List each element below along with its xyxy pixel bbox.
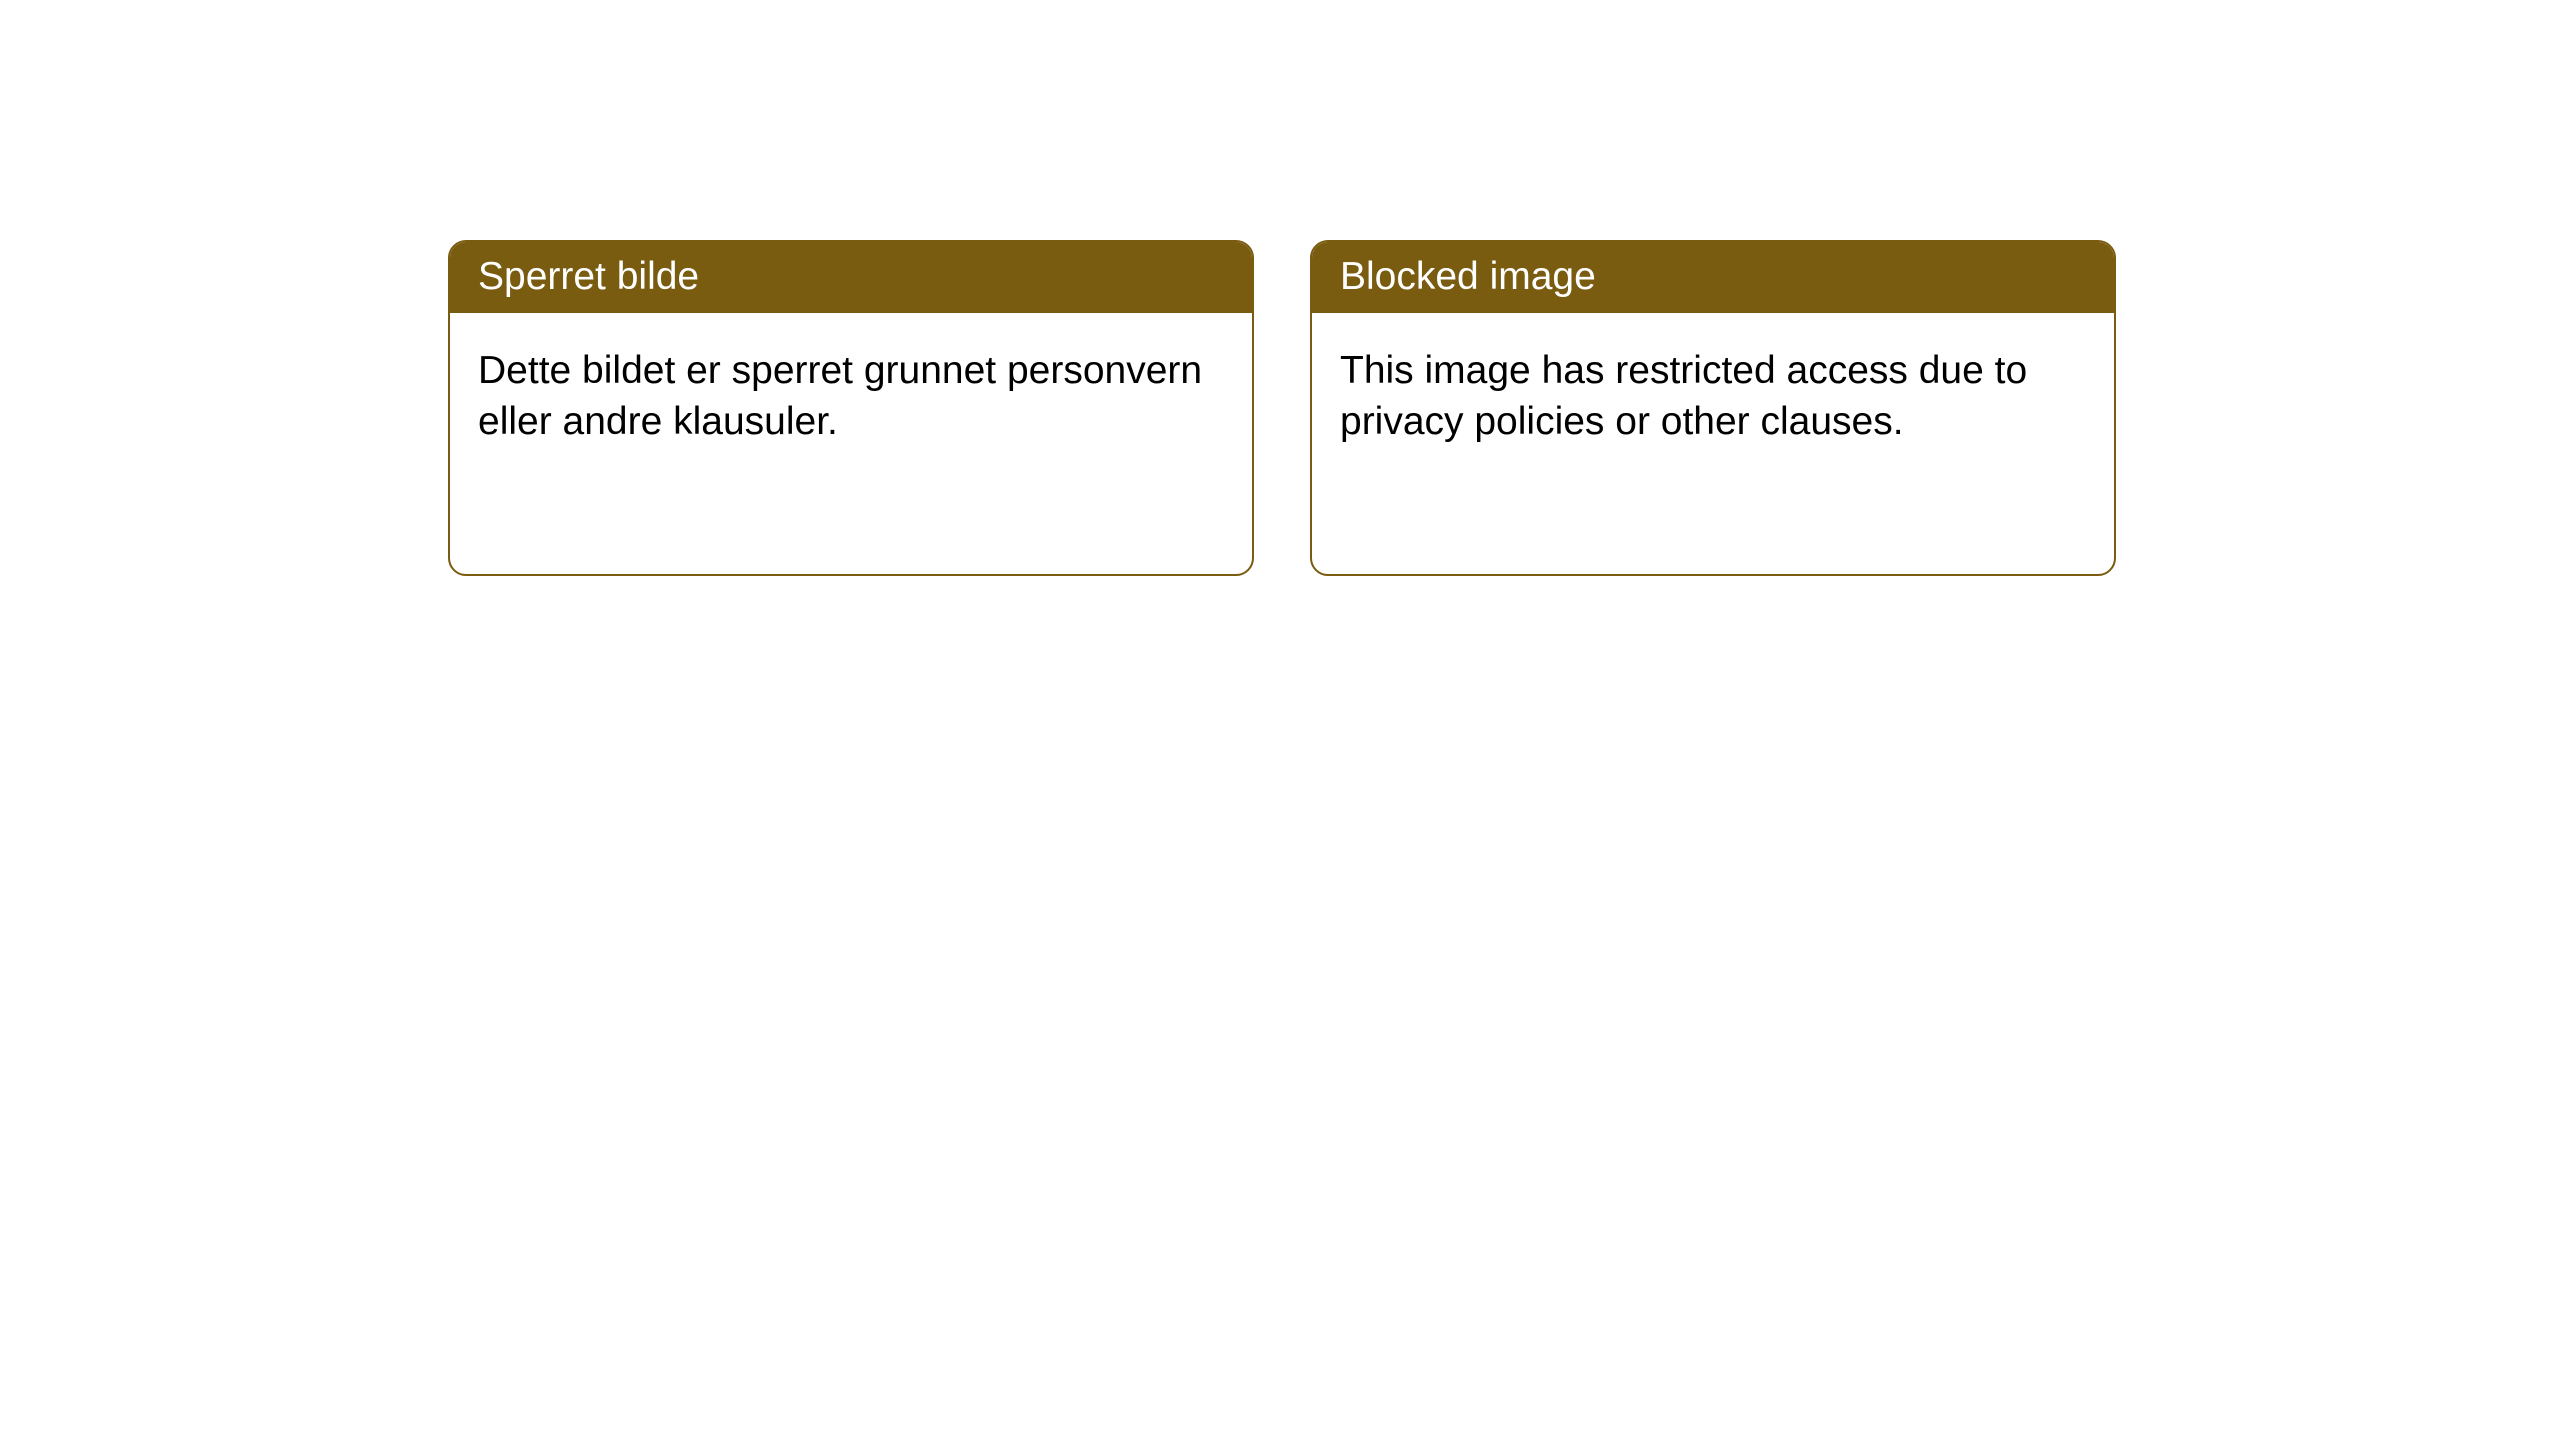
notice-body-en: This image has restricted access due to … [1312, 313, 2114, 480]
notice-card-no: Sperret bilde Dette bildet er sperret gr… [448, 240, 1254, 576]
notice-card-en: Blocked image This image has restricted … [1310, 240, 2116, 576]
notice-title: Sperret bilde [478, 255, 699, 298]
notices-container: Sperret bilde Dette bildet er sperret gr… [0, 0, 2560, 576]
notice-body-text: This image has restricted access due to … [1340, 349, 2027, 443]
notice-body-no: Dette bildet er sperret grunnet personve… [450, 313, 1252, 480]
notice-header-en: Blocked image [1312, 242, 2114, 313]
notice-title: Blocked image [1340, 255, 1596, 298]
notice-header-no: Sperret bilde [450, 242, 1252, 313]
notice-body-text: Dette bildet er sperret grunnet personve… [478, 349, 1202, 443]
